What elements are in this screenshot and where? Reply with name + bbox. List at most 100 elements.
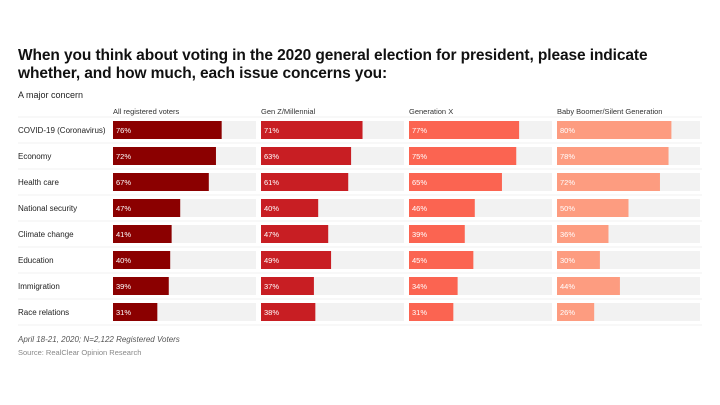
data-label: 46%	[412, 204, 427, 213]
data-label: 40%	[264, 204, 279, 213]
bar	[261, 147, 352, 165]
data-label: 47%	[264, 230, 279, 239]
bar-track	[113, 277, 256, 295]
data-label: 39%	[412, 230, 427, 239]
footnote: April 18-21, 2020; N=2,122 Registered Vo…	[18, 335, 180, 344]
bar	[113, 277, 169, 295]
bar-track	[557, 225, 700, 243]
data-label: 44%	[560, 282, 575, 291]
data-label: 71%	[264, 126, 279, 135]
data-label: 30%	[560, 256, 575, 265]
bar-track	[261, 303, 404, 321]
data-label: 61%	[264, 178, 279, 187]
bar	[557, 173, 660, 191]
category-label: Climate change	[18, 230, 74, 239]
bar-track	[113, 147, 256, 165]
bar-track	[113, 251, 256, 269]
series-header: All registered voters	[113, 107, 180, 116]
bar-track	[113, 225, 256, 243]
bar	[113, 199, 181, 217]
data-label: 47%	[116, 204, 131, 213]
bar	[557, 303, 595, 321]
bar	[557, 147, 669, 165]
bar-track	[557, 251, 700, 269]
data-label: 40%	[116, 256, 131, 265]
bar-track	[113, 121, 256, 139]
bar-track	[557, 277, 700, 295]
chart-title: When you think about voting in the 2020 …	[18, 47, 648, 82]
bar-track	[409, 277, 552, 295]
data-label: 34%	[412, 282, 427, 291]
bar	[113, 147, 216, 165]
category-label: Education	[18, 256, 54, 265]
category-label: Immigration	[18, 282, 60, 291]
bar	[261, 303, 316, 321]
data-label: 72%	[116, 152, 131, 161]
data-label: 50%	[560, 204, 575, 213]
bar-track	[409, 225, 552, 243]
bar	[261, 121, 363, 139]
category-label: Race relations	[18, 308, 69, 317]
bar	[261, 251, 332, 269]
bar	[557, 225, 609, 243]
bar	[557, 121, 672, 139]
series-header: Baby Boomer/Silent Generation	[557, 107, 662, 116]
bar-track	[557, 303, 700, 321]
bar-track	[409, 147, 552, 165]
bar	[113, 303, 158, 321]
data-label: 49%	[264, 256, 279, 265]
bar	[409, 225, 465, 243]
bar-track	[261, 277, 404, 295]
data-label: 67%	[116, 178, 131, 187]
data-label: 78%	[560, 152, 575, 161]
bar	[261, 173, 349, 191]
bar	[113, 173, 209, 191]
bar-track	[261, 199, 404, 217]
bar	[113, 225, 172, 243]
data-label: 65%	[412, 178, 427, 187]
bar-track	[113, 199, 256, 217]
bar	[409, 147, 517, 165]
bar	[557, 277, 620, 295]
bar	[409, 251, 474, 269]
bar-track	[409, 303, 552, 321]
bar-track	[261, 251, 404, 269]
category-label: Health care	[18, 178, 59, 187]
bar-track	[409, 199, 552, 217]
bar	[409, 199, 475, 217]
data-label: 38%	[264, 308, 279, 317]
data-label: 36%	[560, 230, 575, 239]
data-label: 75%	[412, 152, 427, 161]
bar-track	[557, 173, 700, 191]
bar-track	[113, 173, 256, 191]
bar-track	[261, 147, 404, 165]
bar	[113, 251, 171, 269]
data-label: 39%	[116, 282, 131, 291]
bar-track	[409, 173, 552, 191]
bar	[409, 277, 458, 295]
category-label: National security	[18, 204, 77, 213]
bar	[409, 173, 502, 191]
bar-track	[261, 173, 404, 191]
bar-track	[409, 251, 552, 269]
bar	[261, 199, 319, 217]
series-header: Gen Z/Millennial	[261, 107, 316, 116]
data-label: 31%	[116, 308, 131, 317]
bar	[557, 199, 629, 217]
data-label: 63%	[264, 152, 279, 161]
data-label: 80%	[560, 126, 575, 135]
bar-track	[261, 225, 404, 243]
bar-track	[557, 147, 700, 165]
bar-track	[557, 121, 700, 139]
category-label: COVID-19 (Coronavirus)	[18, 126, 106, 135]
chart-subtitle: A major concern	[18, 90, 84, 100]
data-label: 76%	[116, 126, 131, 135]
bar-track	[557, 199, 700, 217]
bar	[113, 121, 222, 139]
data-label: 72%	[560, 178, 575, 187]
category-label: Economy	[18, 152, 51, 161]
source-note: Source: RealClear Opinion Research	[18, 348, 142, 357]
data-label: 26%	[560, 308, 575, 317]
data-label: 31%	[412, 308, 427, 317]
bar	[557, 251, 600, 269]
